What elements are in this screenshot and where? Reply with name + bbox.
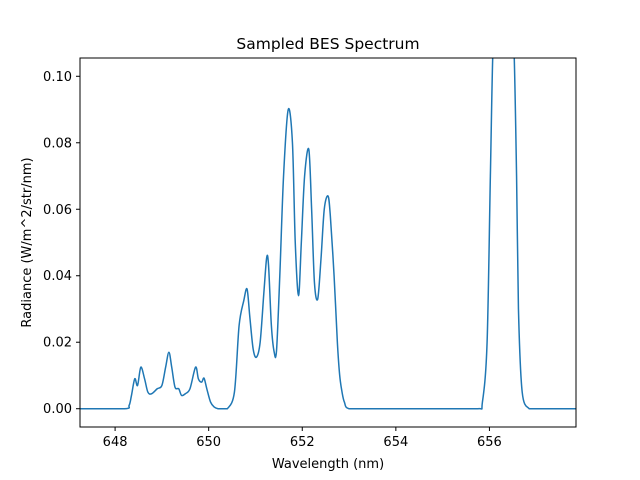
y-axis-ticks: 0.00 0.02 0.04 0.06 0.08 0.10 [43, 70, 80, 417]
y-tick-label: 0.04 [43, 269, 72, 284]
x-tick-label: 648 [103, 435, 128, 450]
plot-area [80, 58, 576, 427]
x-tick-label: 650 [196, 435, 221, 450]
plot-frame [79, 57, 577, 428]
y-tick-label: 0.08 [43, 136, 72, 151]
spectrum-line [80, 58, 576, 410]
y-axis-label: Radiance (W/m^2/str/nm) [20, 157, 35, 327]
x-axis-label: Wavelength (nm) [272, 457, 384, 472]
series-layer [80, 58, 576, 410]
y-tick-label: 0.06 [43, 203, 72, 218]
x-tick-label: 654 [383, 435, 408, 450]
x-axis-ticks: 648 650 652 654 656 [103, 427, 502, 450]
x-tick-label: 652 [290, 435, 315, 450]
x-tick-label: 656 [477, 435, 502, 450]
chart-title: Sampled BES Spectrum [236, 35, 419, 53]
y-tick-label: 0.00 [43, 402, 72, 417]
y-tick-label: 0.02 [43, 336, 72, 351]
y-tick-label: 0.10 [43, 70, 72, 85]
